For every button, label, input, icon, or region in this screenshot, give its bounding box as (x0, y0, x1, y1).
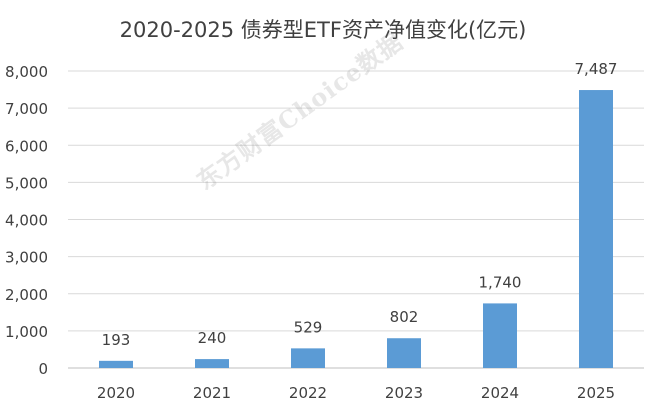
y-tick-label: 7,000 (5, 100, 48, 118)
bar (99, 360, 133, 368)
x-tick-label: 2025 (577, 384, 615, 402)
bar (291, 348, 325, 368)
x-tick-label: 2022 (289, 384, 327, 402)
y-tick-label: 0 (38, 360, 48, 378)
y-tick-label: 4,000 (5, 212, 48, 230)
data-label: 7,487 (575, 60, 618, 78)
y-tick-label: 2,000 (5, 286, 48, 304)
bar (483, 303, 517, 368)
bar (387, 338, 421, 368)
bar (195, 359, 229, 368)
bar (579, 90, 613, 368)
x-tick-label: 2021 (193, 384, 231, 402)
y-tick-label: 5,000 (5, 174, 48, 192)
data-label: 193 (102, 331, 131, 349)
x-tick-label: 2020 (97, 384, 135, 402)
x-tick-label: 2023 (385, 384, 423, 402)
x-tick-label: 2024 (481, 384, 519, 402)
y-tick-label: 6,000 (5, 137, 48, 155)
data-label: 1,740 (479, 273, 522, 291)
y-tick-label: 8,000 (5, 63, 48, 81)
y-tick-label: 1,000 (5, 323, 48, 341)
data-label: 240 (198, 329, 227, 347)
data-label: 529 (294, 318, 323, 336)
chart-title: 2020-2025 债券型ETF资产净值变化(亿元) (119, 18, 527, 42)
data-label: 802 (390, 308, 419, 326)
y-tick-label: 3,000 (5, 249, 48, 267)
